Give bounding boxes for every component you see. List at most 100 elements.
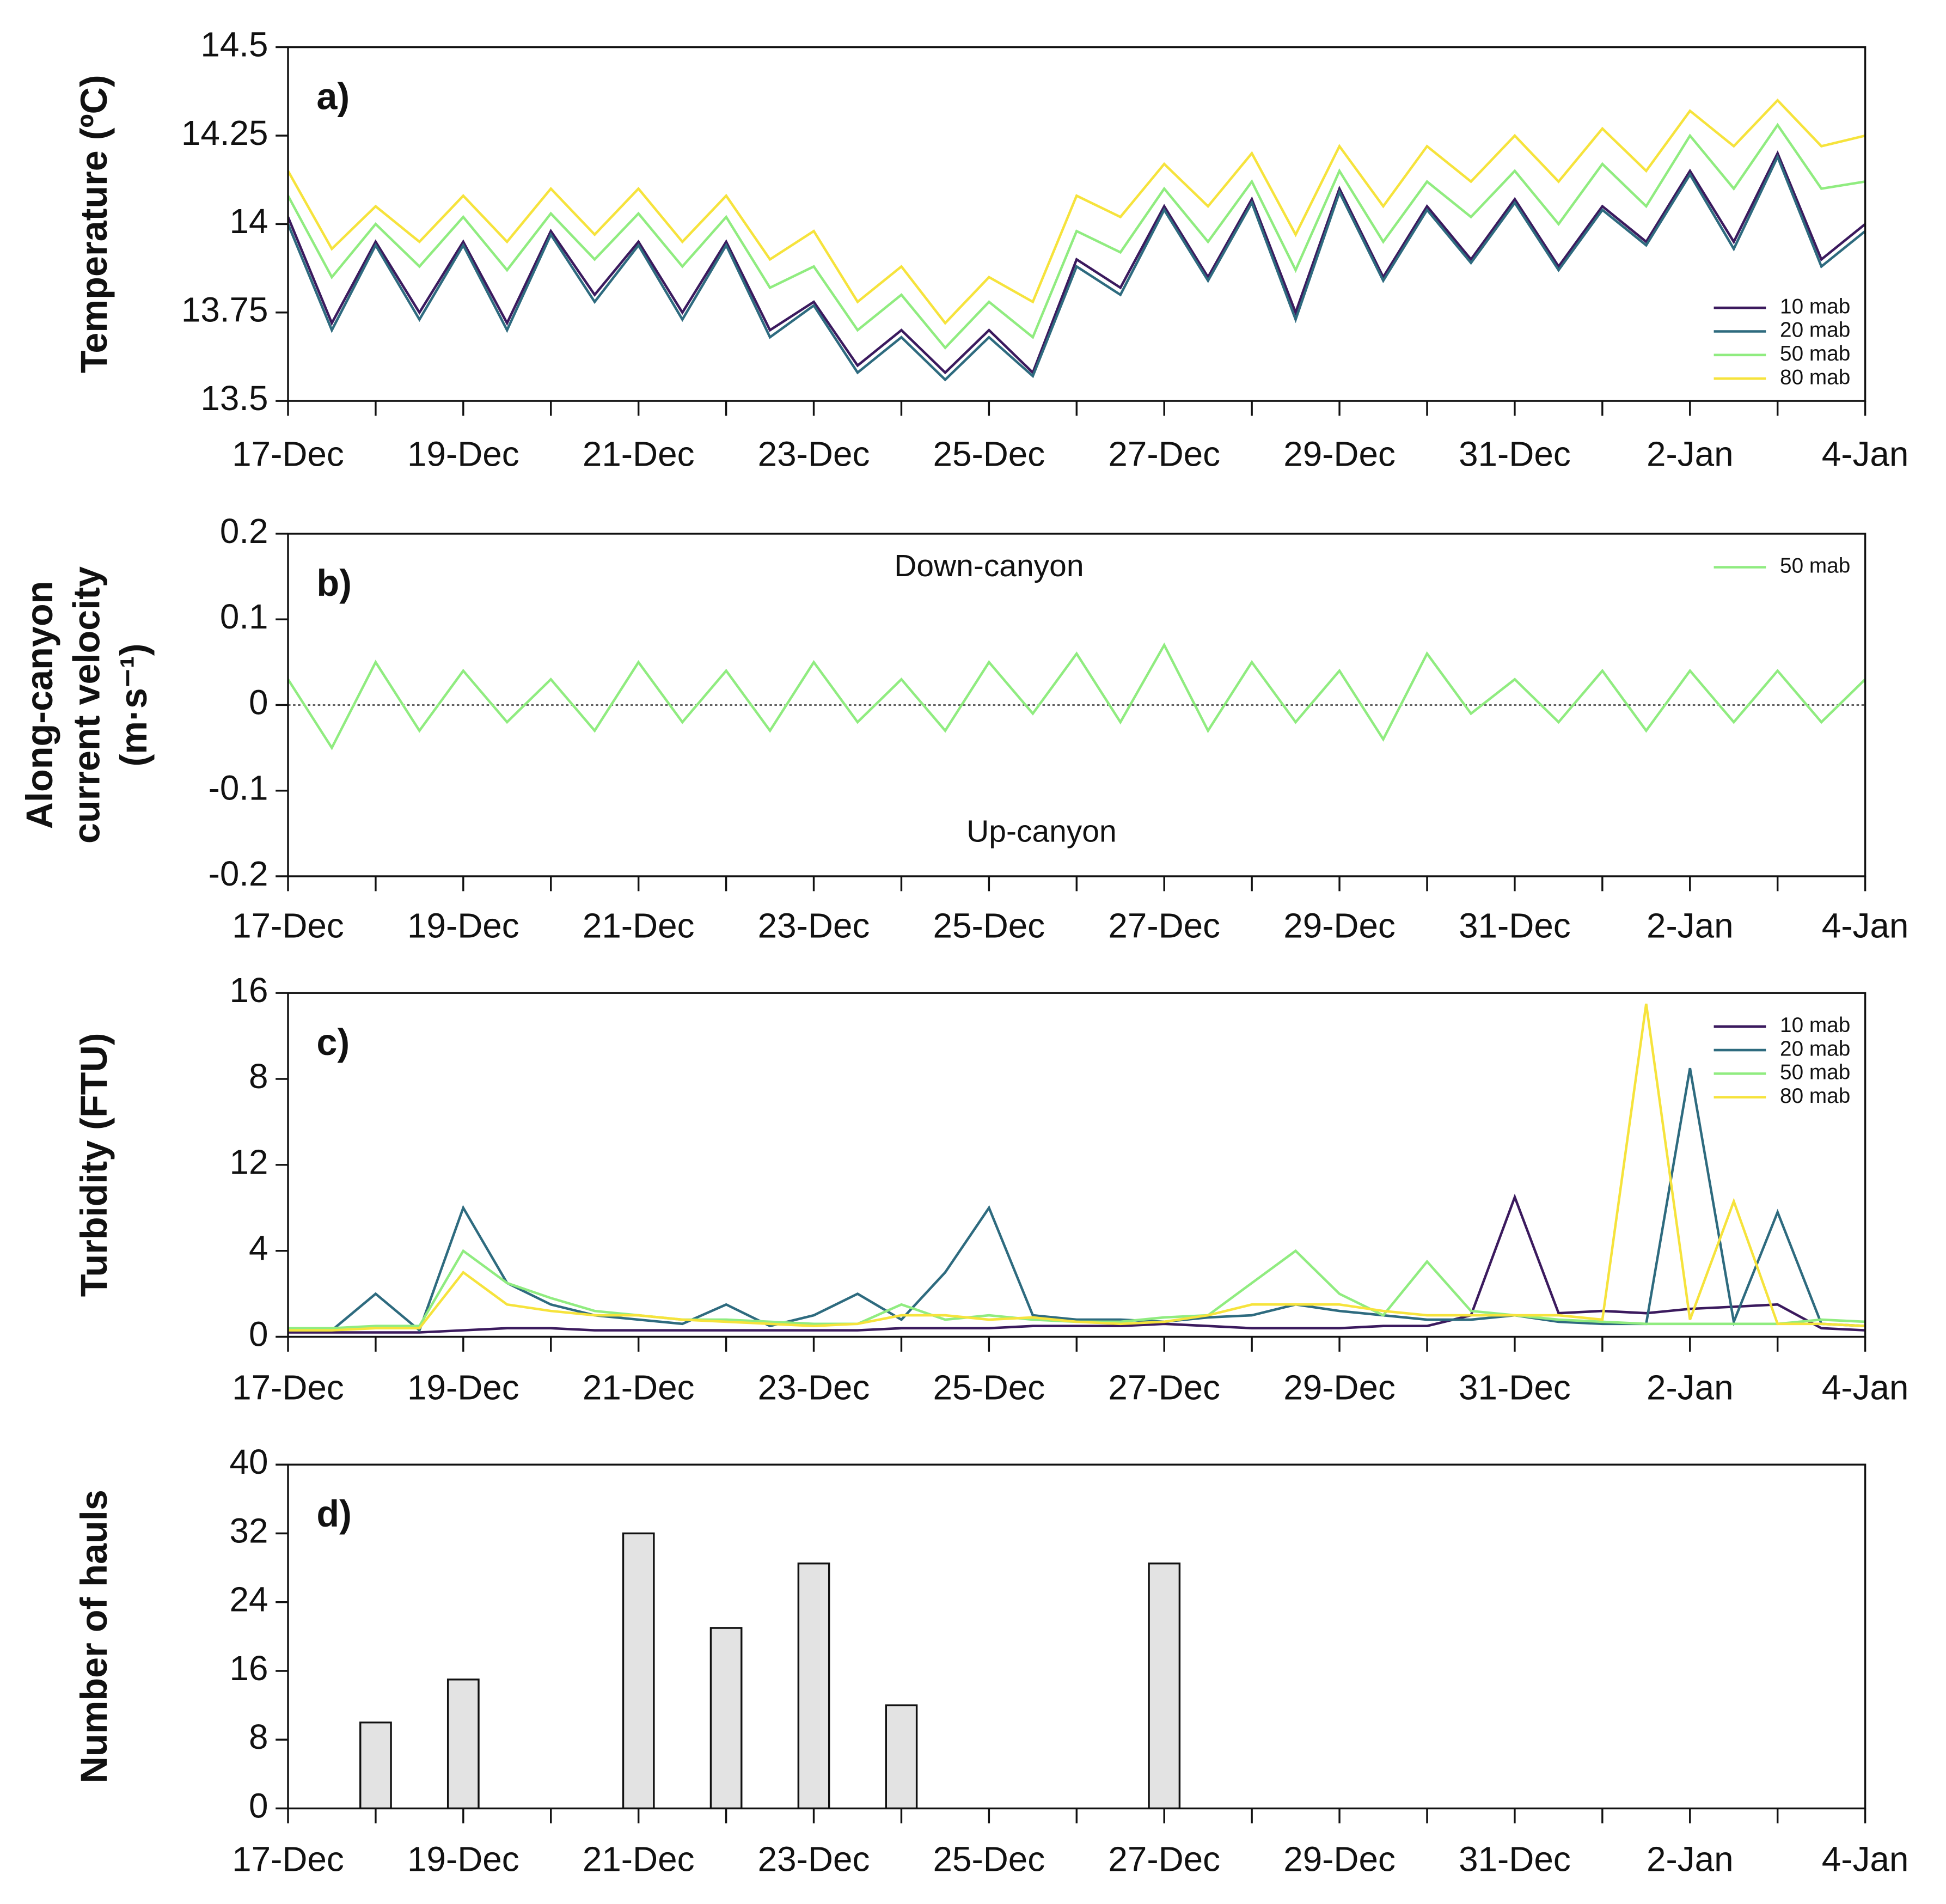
line xyxy=(287,642,1865,750)
bar xyxy=(1148,1563,1181,1809)
y-tick-label: -0.2 xyxy=(209,854,268,893)
y-tick-label: 14.5 xyxy=(200,25,268,64)
bar xyxy=(709,1627,743,1809)
x-tick-label: 29-Dec xyxy=(1283,1839,1396,1878)
panel-label: c) xyxy=(316,1022,350,1063)
line xyxy=(287,150,1865,375)
y-tick-label: 16 xyxy=(230,971,268,1010)
line xyxy=(287,1193,1865,1334)
x-tick-label: 25-Dec xyxy=(933,1368,1045,1407)
y-tick-label: 32 xyxy=(230,1511,268,1550)
y-tick-label: 13.5 xyxy=(200,379,268,418)
bar xyxy=(446,1679,480,1809)
x-tick-label: 27-Dec xyxy=(1108,906,1220,945)
y-tick-label: 8 xyxy=(249,1057,268,1096)
y-tick-label: 4 xyxy=(249,1229,268,1268)
x-tick-label: 25-Dec xyxy=(933,1839,1045,1878)
x-tick-label: 4-Jan xyxy=(1822,1368,1909,1407)
y-axis-label: Turbidity (FTU) xyxy=(74,1033,115,1297)
plot-area xyxy=(287,98,1865,382)
panel-label: d) xyxy=(316,1493,352,1535)
x-tick-label: 31-Dec xyxy=(1459,435,1571,474)
x-tick-label: 29-Dec xyxy=(1283,435,1396,474)
x-tick-label: 19-Dec xyxy=(407,906,519,945)
legend-label: 10 mab xyxy=(1780,295,1850,318)
x-tick-label: 25-Dec xyxy=(933,906,1045,945)
x-tick-label: 17-Dec xyxy=(232,906,344,945)
x-tick-label: 17-Dec xyxy=(232,435,344,474)
x-tick-label: 27-Dec xyxy=(1108,1368,1220,1407)
x-tick-label: 19-Dec xyxy=(407,1839,519,1878)
x-tick-label: 21-Dec xyxy=(583,1839,695,1878)
y-tick-label: 0.2 xyxy=(220,511,268,551)
x-tick-label: 2-Jan xyxy=(1647,906,1734,945)
y-tick-label: 16 xyxy=(230,1649,268,1688)
x-tick-label: 19-Dec xyxy=(407,1368,519,1407)
x-tick-label: 23-Dec xyxy=(758,435,870,474)
x-tick-label: 31-Dec xyxy=(1459,1839,1571,1878)
x-tick-label: 31-Dec xyxy=(1459,1368,1571,1407)
legend-label: 20 mab xyxy=(1780,1037,1850,1060)
y-tick-label: 24 xyxy=(230,1580,268,1619)
x-tick-label: 29-Dec xyxy=(1283,906,1396,945)
y-tick-label: 12 xyxy=(230,1143,268,1182)
y-axis-label: current velocity xyxy=(66,566,107,844)
x-tick-label: 23-Dec xyxy=(758,1368,870,1407)
x-tick-label: 23-Dec xyxy=(758,906,870,945)
x-tick-label: 27-Dec xyxy=(1108,1839,1220,1878)
x-tick-label: 25-Dec xyxy=(933,435,1045,474)
x-tick-label: 4-Jan xyxy=(1822,906,1909,945)
line xyxy=(287,1067,1865,1333)
y-axis-label: Number of hauls xyxy=(74,1490,115,1783)
y-tick-label: 14.25 xyxy=(181,113,268,152)
y-axis-label: Along-canyon xyxy=(19,581,60,829)
annotation: Up-canyon xyxy=(966,814,1116,849)
x-tick-label: 21-Dec xyxy=(583,1368,695,1407)
legend-label: 80 mab xyxy=(1780,1084,1850,1108)
x-tick-label: 21-Dec xyxy=(583,906,695,945)
legend-label: 50 mab xyxy=(1780,554,1850,578)
panel-label: b) xyxy=(316,563,352,604)
legend-label: 50 mab xyxy=(1780,1061,1850,1084)
panel-label: a) xyxy=(316,76,350,117)
y-axis-label: Temperature (ºC) xyxy=(74,75,115,373)
line xyxy=(287,1249,1865,1330)
x-tick-label: 4-Jan xyxy=(1822,435,1909,474)
x-tick-label: 2-Jan xyxy=(1647,1368,1734,1407)
y-tick-label: 0 xyxy=(249,682,268,722)
x-tick-label: 27-Dec xyxy=(1108,435,1220,474)
x-tick-label: 4-Jan xyxy=(1822,1839,1909,1878)
plot-frame xyxy=(287,1463,1867,1810)
plot-area xyxy=(287,1003,1865,1334)
legend-label: 80 mab xyxy=(1780,365,1850,389)
y-tick-label: 13.75 xyxy=(181,290,268,329)
x-tick-label: 23-Dec xyxy=(758,1839,870,1878)
y-tick-label: 0.1 xyxy=(220,597,268,636)
bar xyxy=(885,1704,918,1809)
line xyxy=(287,123,1865,350)
x-tick-label: 17-Dec xyxy=(232,1368,344,1407)
line xyxy=(287,154,1865,382)
plot-frame xyxy=(287,533,1867,877)
bar xyxy=(622,1532,655,1809)
annotation: Down-canyon xyxy=(894,548,1084,583)
y-tick-label: 0 xyxy=(249,1786,268,1825)
plot-area xyxy=(359,1532,1181,1809)
x-tick-label: 2-Jan xyxy=(1647,1839,1734,1878)
line xyxy=(287,98,1865,325)
plot-area xyxy=(287,642,1865,750)
y-axis-label: (m·s⁻¹) xyxy=(113,644,155,767)
x-tick-label: 29-Dec xyxy=(1283,1368,1396,1407)
legend-label: 10 mab xyxy=(1780,1014,1850,1037)
bar xyxy=(359,1721,392,1809)
x-tick-label: 31-Dec xyxy=(1459,906,1571,945)
y-tick-label: 0 xyxy=(249,1314,268,1353)
legend-label: 50 mab xyxy=(1780,342,1850,365)
y-tick-label: 40 xyxy=(230,1442,268,1481)
plot-frame xyxy=(287,46,1867,402)
x-tick-label: 2-Jan xyxy=(1647,435,1734,474)
plot-frame xyxy=(287,992,1867,1338)
y-tick-label: 14 xyxy=(230,202,268,241)
x-tick-label: 19-Dec xyxy=(407,435,519,474)
